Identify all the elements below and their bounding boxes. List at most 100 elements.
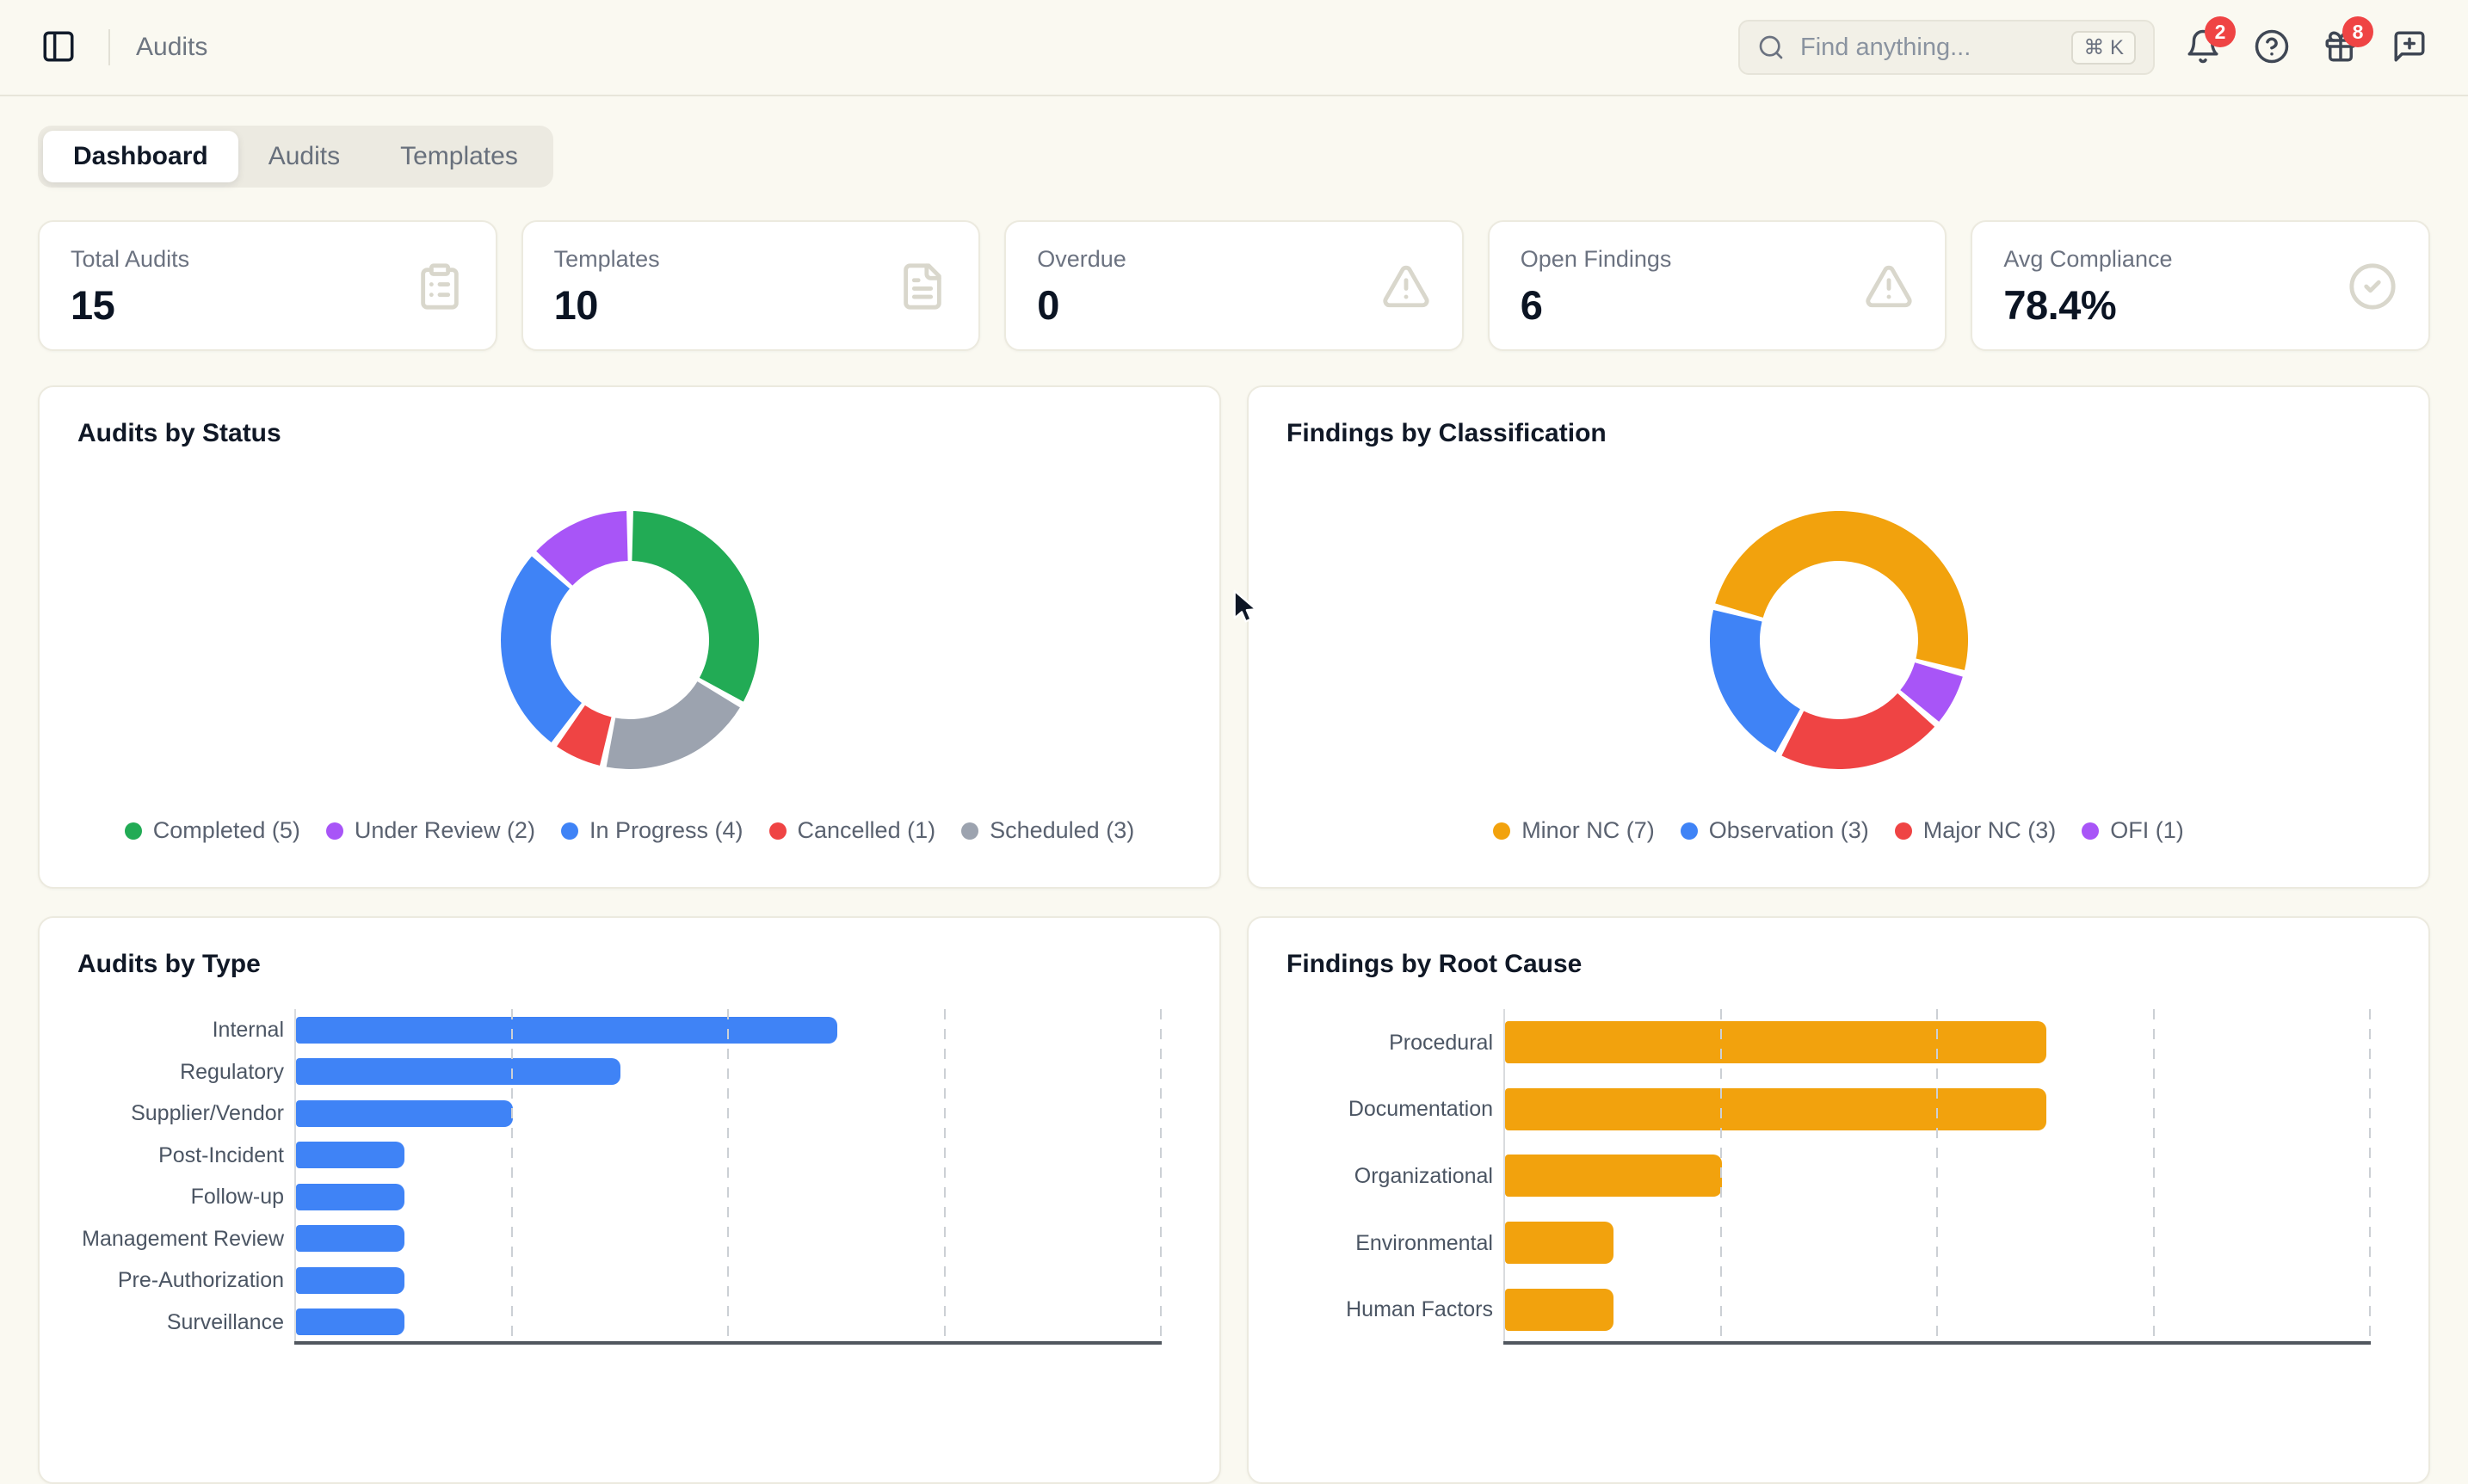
bar-pre-authorization[interactable] [296, 1266, 404, 1294]
feedback-button[interactable] [2385, 23, 2434, 71]
bar-management-review[interactable] [296, 1225, 404, 1253]
donut-slice-major-nc[interactable] [1780, 693, 1934, 769]
donut-slice-cancelled[interactable] [556, 705, 612, 766]
legend-label: Under Review (2) [354, 817, 535, 843]
legend-item-completed[interactable]: Completed (5) [124, 817, 300, 844]
donut-slice-ofi[interactable] [1899, 662, 1963, 722]
bar-label-organizational: Organizational [1354, 1163, 1493, 1188]
legend-dot [961, 822, 979, 840]
bar-surveillance[interactable] [296, 1309, 404, 1336]
bar-internal[interactable] [296, 1016, 837, 1044]
legend-item-minor-nc[interactable]: Minor NC (7) [1493, 817, 1655, 844]
stat-card-templates: Templates 10 [521, 220, 981, 351]
legend-item-ofi[interactable]: OFI (1) [2082, 817, 2184, 844]
donut-slice-minor-nc[interactable] [1714, 511, 1968, 671]
tab-audits[interactable]: Audits [238, 131, 370, 182]
bar-supplier-vendor[interactable] [296, 1099, 513, 1127]
stat-cards-row: Total Audits 15 Templates 10 Overdue 0 O… [38, 220, 2430, 351]
stat-value: 0 [1037, 282, 1059, 328]
gridline [1936, 1009, 1938, 1343]
legend-label: Completed (5) [152, 817, 300, 843]
stat-card-overdue: Overdue 0 [1004, 220, 1464, 351]
bar-row-follow-up [296, 1176, 1162, 1218]
audits-by-type-card: Audits by Type Internal Regulatory Supplie… [38, 916, 1221, 1484]
search-shortcut-hint: ⌘ K [2071, 30, 2136, 65]
help-button[interactable] [2248, 23, 2296, 71]
legend-dot [768, 822, 787, 840]
legend-item-cancelled[interactable]: Cancelled (1) [768, 817, 936, 844]
bar-row-surveillance [296, 1302, 1162, 1344]
gridline [943, 1009, 946, 1343]
chart-title: Findings by Root Cause [1286, 950, 1583, 978]
stat-label: Total Audits [71, 246, 190, 272]
legend-dot [124, 822, 142, 840]
bar-label-documentation: Documentation [1348, 1097, 1493, 1122]
bar-human-factors[interactable] [1505, 1288, 1613, 1331]
bar-procedural[interactable] [1505, 1021, 2046, 1064]
bar-regulatory[interactable] [296, 1058, 621, 1086]
bar-documentation[interactable] [1505, 1087, 2046, 1130]
legend-label: OFI (1) [2110, 817, 2184, 843]
gridline [510, 1009, 513, 1343]
audits-by-status-donut [500, 511, 759, 769]
search-input[interactable] [1799, 32, 2058, 63]
search-box[interactable]: ⌘ K [1738, 20, 2155, 75]
donut-slice-scheduled[interactable] [606, 681, 740, 769]
legend-item-in-progress[interactable]: In Progress (4) [560, 817, 743, 844]
bar-label-regulatory: Regulatory [180, 1059, 284, 1084]
legend-item-observation[interactable]: Observation (3) [1680, 817, 1869, 844]
bar-row-regulatory [296, 1051, 1162, 1093]
legend-dot [560, 822, 578, 840]
bar-follow-up[interactable] [296, 1183, 404, 1210]
charts-row-2: Audits by Type Internal Regulatory Supplie… [38, 916, 2430, 1484]
bell-icon [2185, 28, 2221, 67]
gridline [2369, 1009, 2371, 1343]
gridline [1719, 1009, 1722, 1343]
bar-row-documentation [1505, 1076, 2371, 1143]
stat-value: 15 [71, 282, 115, 328]
check-circle-icon [2348, 262, 2397, 311]
legend-dot [1493, 822, 1511, 840]
bar-chart-labels: Internal Regulatory Supplier/Vendor Post-In… [77, 1009, 284, 1343]
notifications-button[interactable]: 2 [2179, 16, 2236, 71]
notifications-count-badge: 2 [2205, 16, 2236, 47]
bar-row-post-incident [296, 1135, 1162, 1177]
chart-title: Audits by Type [77, 950, 261, 978]
findings-by-root-cause-bar-chart: Procedural Documentation Organizational Env… [1286, 1009, 2391, 1345]
alert-triangle-icon [1381, 262, 1431, 311]
findings-by-classification-card: Findings by Classification Minor NC (7) O… [1247, 385, 2430, 889]
donut-slice-in-progress[interactable] [500, 556, 582, 742]
file-text-icon [898, 262, 947, 311]
bar-post-incident[interactable] [296, 1142, 404, 1169]
donut-slice-observation[interactable] [1709, 609, 1800, 753]
sidebar-toggle-button[interactable] [34, 23, 83, 71]
stat-label: Avg Compliance [2003, 246, 2173, 272]
alert-triangle-icon [1864, 262, 1914, 311]
legend-item-scheduled[interactable]: Scheduled (3) [961, 817, 1134, 844]
bar-chart-plot-area [1503, 1009, 2371, 1345]
donut-slice-completed[interactable] [631, 511, 759, 702]
legend-item-under-review[interactable]: Under Review (2) [325, 817, 535, 844]
legend-label: Minor NC (7) [1521, 817, 1655, 843]
findings-by-root-cause-card: Findings by Root Cause Procedural Documen… [1247, 916, 2430, 1484]
tab-dashboard[interactable]: Dashboard [43, 131, 238, 182]
chart-title: Findings by Classification [1286, 419, 1607, 447]
bar-label-post-incident: Post-Incident [158, 1142, 284, 1167]
bar-organizational[interactable] [1505, 1155, 1722, 1198]
legend-label: Observation (3) [1708, 817, 1869, 843]
legend-dot [2082, 822, 2100, 840]
bar-row-human-factors [1505, 1276, 2371, 1343]
gridline [1160, 1009, 1162, 1343]
gridline [2152, 1009, 2155, 1343]
whats-new-button[interactable]: 8 [2317, 16, 2373, 71]
audits-by-type-bar-chart: Internal Regulatory Supplier/Vendor Post-In… [77, 1009, 1182, 1345]
legend-item-major-nc[interactable]: Major NC (3) [1894, 817, 2056, 844]
bar-label-management-review: Management Review [82, 1226, 284, 1251]
legend-label: Cancelled (1) [797, 817, 936, 843]
donut-slice-under-review[interactable] [535, 511, 628, 586]
tab-templates[interactable]: Templates [370, 131, 548, 182]
whats-new-count-badge: 8 [2342, 16, 2373, 47]
stat-value: 78.4% [2003, 282, 2117, 328]
bar-environmental[interactable] [1505, 1222, 1613, 1265]
app-header: Audits ⌘ K 2 8 [0, 0, 2468, 96]
